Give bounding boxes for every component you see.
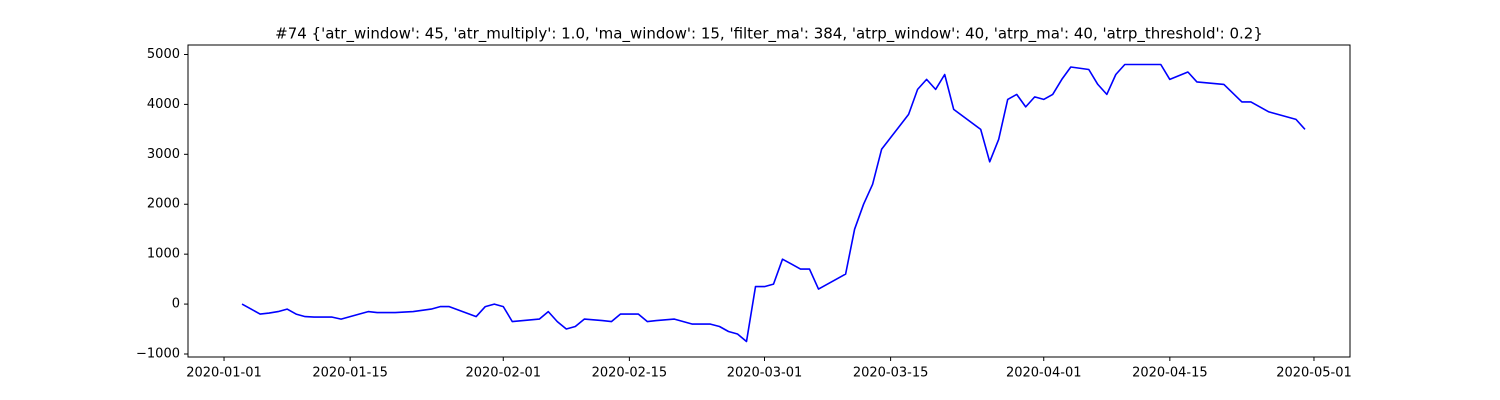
y-tick-label: 0 [172,297,180,312]
x-tick-label: 2020-03-01 [727,366,803,381]
x-tick-label: 2020-02-15 [592,366,668,381]
y-tick-label: −1000 [136,347,180,362]
plot-frame [187,44,1351,358]
x-tick-label: 2020-05-01 [1276,366,1352,381]
y-tick-label: 5000 [147,47,180,62]
y-tick-label: 4000 [147,97,180,112]
x-tick-label: 2020-02-01 [465,366,541,381]
x-tick-label: 2020-01-15 [312,366,388,381]
x-tick-label: 2020-04-01 [1006,366,1082,381]
line-series [241,63,1306,343]
y-tick-label: 1000 [147,247,180,262]
y-tick-label: 2000 [147,197,180,212]
y-tick-label: 3000 [147,147,180,162]
x-tick-label: 2020-04-15 [1132,366,1208,381]
x-tick-label: 2020-01-01 [186,366,262,381]
x-tick-label: 2020-03-15 [853,366,929,381]
chart-title: #74 {'atr_window': 45, 'atr_multiply': 1… [275,25,1263,44]
